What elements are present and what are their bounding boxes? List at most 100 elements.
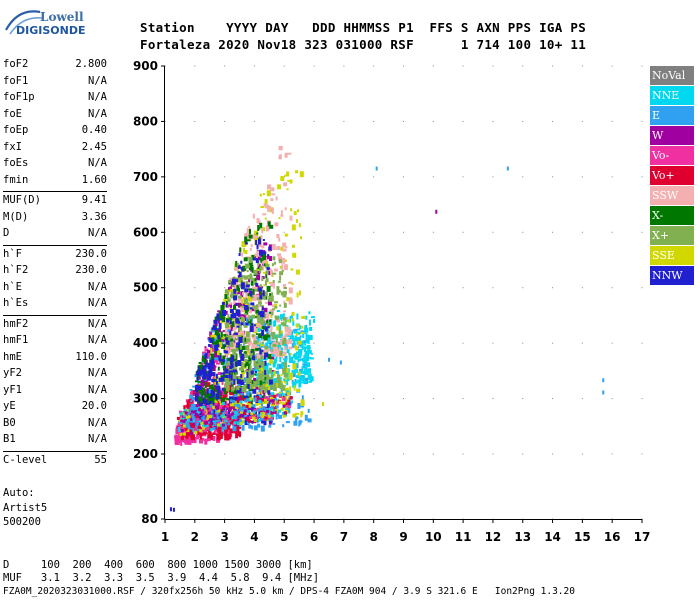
echo-point <box>236 399 240 403</box>
echo-point <box>308 311 311 315</box>
echo-point <box>272 256 276 261</box>
echo-point <box>236 360 239 366</box>
echo-point <box>274 336 277 339</box>
echo-point <box>238 278 243 283</box>
echo-point <box>196 404 199 408</box>
echo-point <box>239 379 244 382</box>
echo-point <box>300 331 305 334</box>
echo-point <box>305 355 310 361</box>
echo-point <box>263 242 268 246</box>
echo-point <box>268 246 272 251</box>
echo-point <box>249 384 254 388</box>
echo-point <box>217 388 221 393</box>
x-tick-label: 2 <box>191 530 199 544</box>
echo-point <box>256 250 260 257</box>
echo-point <box>286 390 290 394</box>
echo-point <box>266 324 271 327</box>
echo-point <box>180 427 184 431</box>
echo-point <box>226 416 230 420</box>
grid-dot <box>373 453 375 455</box>
echo-point <box>269 407 273 411</box>
echo-point <box>197 425 201 429</box>
echo-point <box>284 152 288 158</box>
echo-point <box>279 327 282 332</box>
param-row: foEs N/A <box>3 157 107 174</box>
echo-point <box>296 292 299 298</box>
echo-point <box>264 199 268 206</box>
echo-point <box>251 334 255 338</box>
param-separator <box>3 244 107 246</box>
echo-point <box>265 400 269 404</box>
echo-point <box>249 393 252 398</box>
echo-point <box>265 273 268 279</box>
echo-point <box>278 256 283 262</box>
echo-point <box>275 405 279 409</box>
echo-point <box>212 372 215 375</box>
echo-point <box>252 410 256 414</box>
echo-point <box>265 270 269 275</box>
grid-dot <box>313 120 315 122</box>
echo-point <box>278 342 281 345</box>
echo-point <box>240 308 243 313</box>
echo-point <box>199 429 203 433</box>
grid-dot <box>224 120 226 122</box>
echo-point <box>221 412 225 416</box>
echo-point <box>255 307 260 313</box>
echo-point <box>212 417 215 423</box>
echo-point <box>281 264 284 271</box>
echo-point <box>257 304 262 308</box>
echo-point <box>269 269 272 271</box>
echo-point <box>310 352 313 355</box>
grid-dot <box>462 65 464 67</box>
echo-point <box>206 424 210 429</box>
echo-point <box>242 335 247 339</box>
echo-point <box>214 349 217 354</box>
echo-point <box>263 383 266 386</box>
echo-point <box>228 390 233 393</box>
echo-point <box>180 439 183 446</box>
echo-point <box>275 337 278 343</box>
echo-point <box>272 207 274 214</box>
echo-point <box>283 373 288 378</box>
echo-point <box>265 379 269 384</box>
echo-point <box>191 397 195 401</box>
echo-point <box>242 405 246 409</box>
echo-point <box>235 432 239 439</box>
echo-point <box>261 329 265 336</box>
echo-point <box>287 392 290 396</box>
echo-point <box>240 306 244 310</box>
legend-item: Vo- <box>650 146 694 165</box>
echo-point <box>283 284 286 289</box>
echo-point <box>169 507 172 512</box>
echo-point <box>255 401 259 404</box>
echo-point <box>234 338 239 341</box>
grid-dot <box>403 120 404 122</box>
echo-point <box>260 291 264 298</box>
grid-dot <box>641 287 643 289</box>
echo-point <box>294 353 298 357</box>
grid-dot <box>283 453 285 455</box>
echo-point <box>260 355 264 360</box>
grid-dot <box>611 65 613 67</box>
echo-point <box>229 309 234 313</box>
echo-point <box>270 319 273 326</box>
echo-point <box>231 403 236 407</box>
echo-point <box>274 301 279 304</box>
echo-point <box>209 396 213 399</box>
echo-point <box>278 146 283 151</box>
echo-point <box>231 397 234 403</box>
echo-point <box>287 152 292 155</box>
echo-point <box>245 322 249 326</box>
echo-point <box>276 399 279 403</box>
echo-point <box>229 357 234 363</box>
echo-point <box>204 373 209 377</box>
param-label: foF2 <box>3 58 29 70</box>
echo-point <box>246 239 251 242</box>
echo-point <box>225 354 228 358</box>
echo-point <box>174 434 179 441</box>
echo-point <box>232 411 236 415</box>
y-tick-label: 80 <box>141 512 158 526</box>
grid-dot <box>611 342 613 344</box>
echo-point <box>212 432 215 435</box>
param-label: foE <box>3 107 22 120</box>
